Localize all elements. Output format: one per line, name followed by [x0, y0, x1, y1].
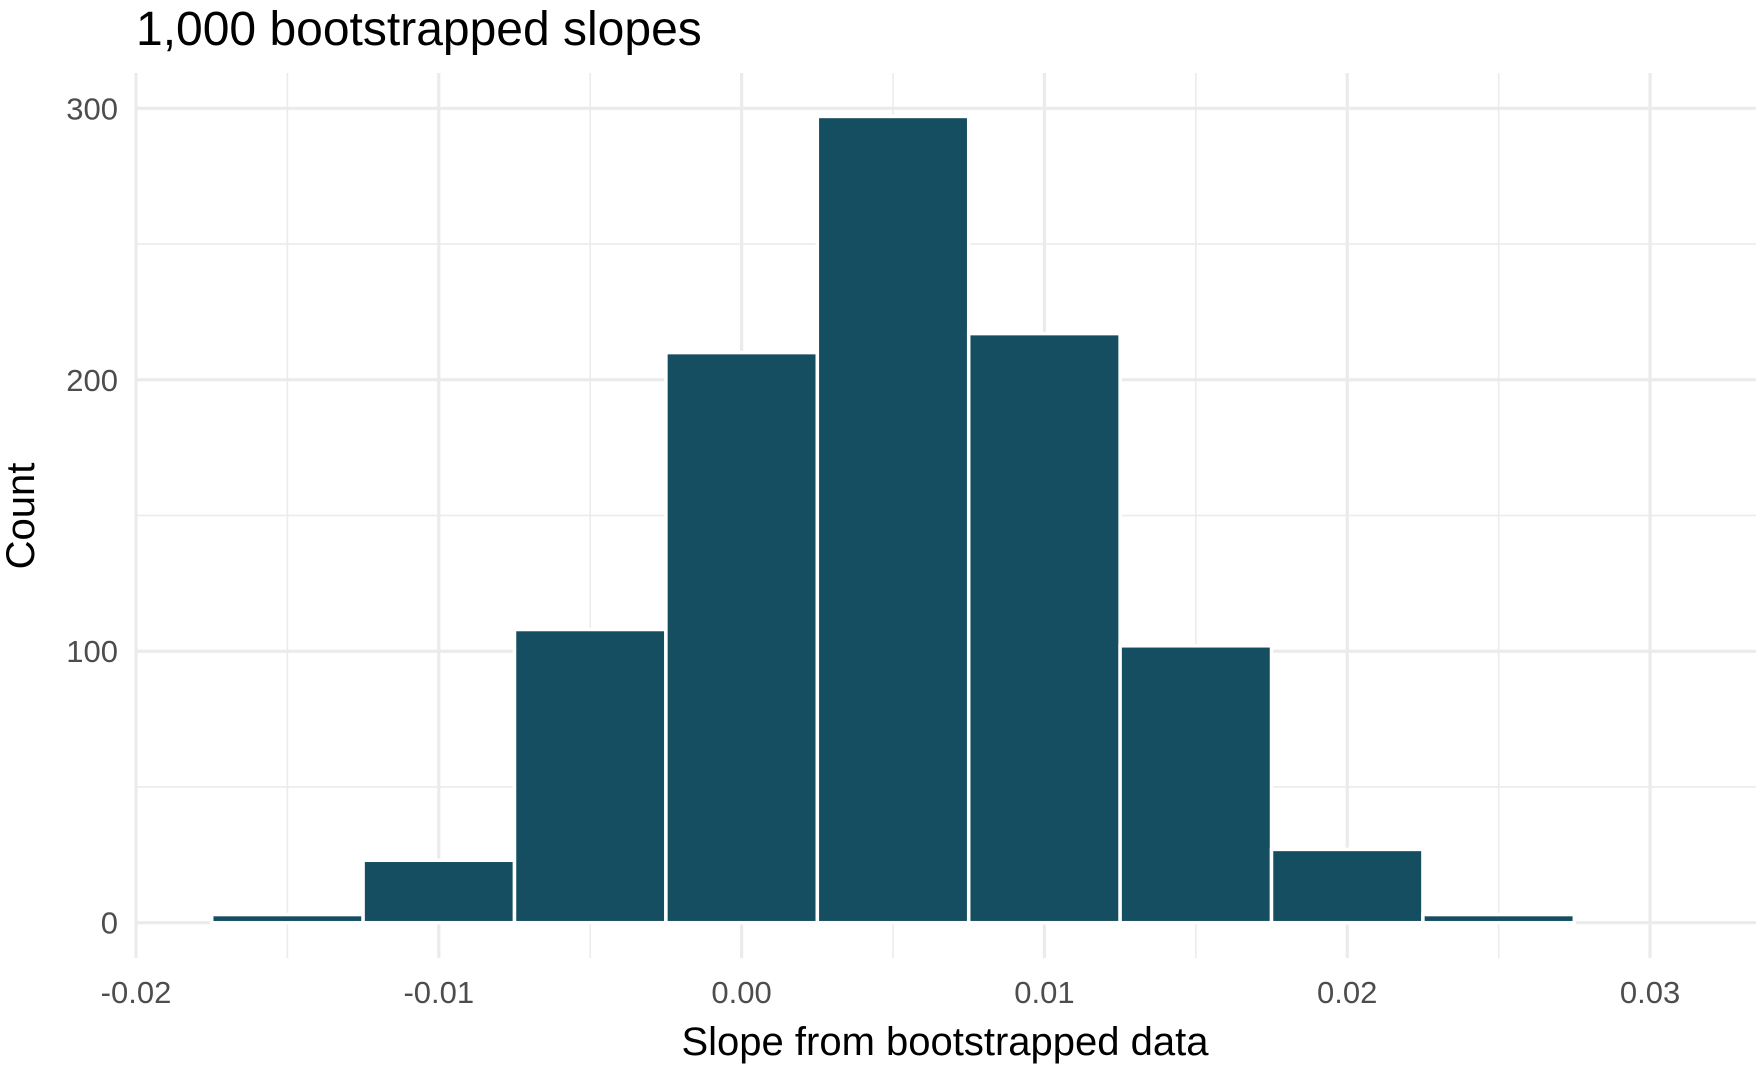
x-axis-title: Slope from bootstrapped data — [681, 1020, 1209, 1064]
histogram-bar — [512, 627, 668, 925]
x-tick-label: 0.00 — [711, 975, 771, 1010]
histogram-bar — [1269, 847, 1425, 925]
histogram-bars — [209, 114, 1577, 925]
histogram-bar — [209, 912, 365, 925]
y-tick-label: 200 — [66, 363, 118, 398]
x-tick-label: 0.02 — [1317, 975, 1377, 1010]
y-tick-label: 100 — [66, 634, 118, 669]
x-axis-ticks: -0.02 -0.01 0.00 0.01 0.02 0.03 — [101, 975, 1681, 1010]
y-tick-label: 300 — [66, 91, 118, 126]
y-axis-title: Count — [0, 463, 43, 570]
x-tick-label: -0.02 — [101, 975, 172, 1010]
y-tick-label: 0 — [101, 906, 118, 941]
histogram-bar — [1118, 644, 1274, 925]
x-tick-label: -0.01 — [403, 975, 474, 1010]
histogram-bar — [664, 350, 820, 925]
histogram-bar — [361, 858, 517, 925]
chart-title: 1,000 bootstrapped slopes — [136, 3, 702, 56]
histogram-bar — [815, 114, 971, 925]
x-tick-label: 0.03 — [1620, 975, 1680, 1010]
histogram-bar — [1421, 912, 1577, 925]
histogram-bar — [966, 331, 1122, 925]
x-tick-label: 0.01 — [1014, 975, 1074, 1010]
y-axis-ticks: 0 100 200 300 — [66, 91, 118, 940]
